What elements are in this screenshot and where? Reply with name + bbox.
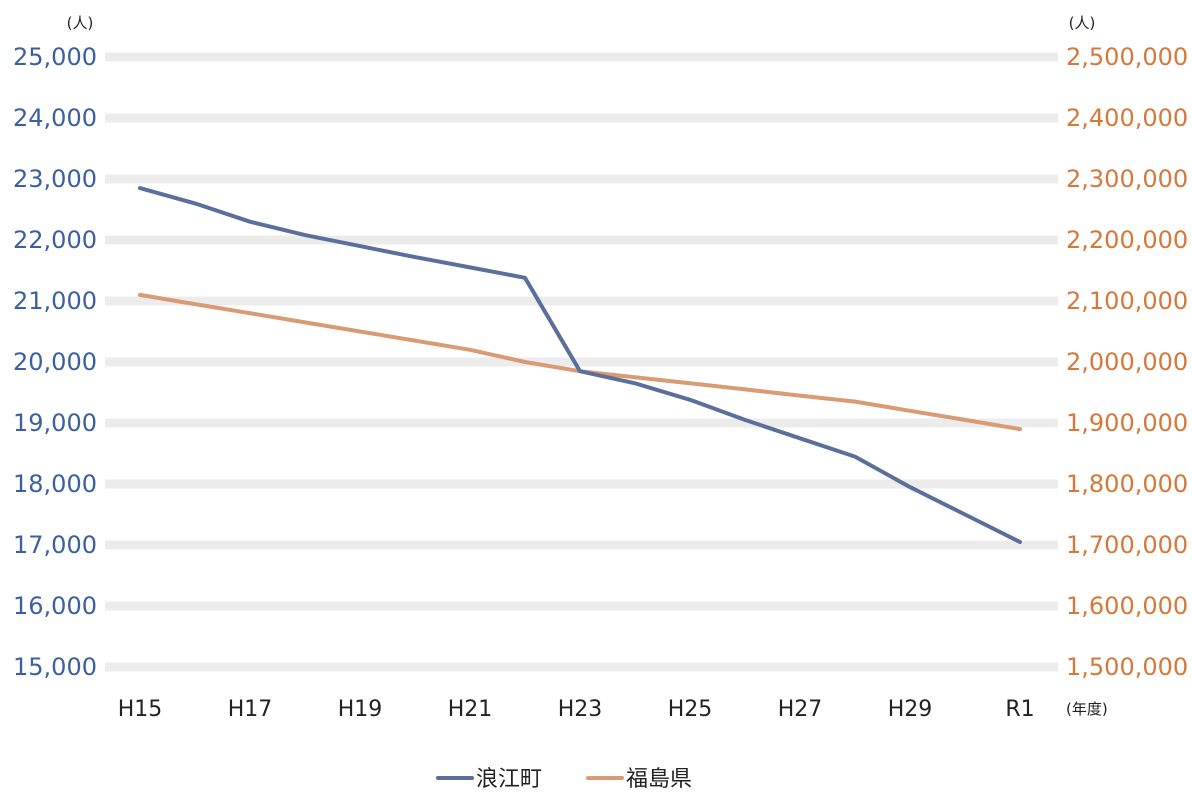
left-tick-label: 19,000: [13, 409, 97, 437]
left-tick-label: 16,000: [13, 592, 97, 620]
right-tick-label: 1,600,000: [1066, 592, 1188, 620]
left-tick-label: 20,000: [13, 348, 97, 376]
legend-label: 浪江町: [476, 767, 542, 792]
right-axis: 1,500,000 1,600,000 1,700,000 1,800,000 1,90…: [1066, 43, 1188, 681]
right-tick-label: 2,400,000: [1066, 104, 1188, 132]
right-tick-label: 2,200,000: [1066, 226, 1188, 254]
right-tick-label: 2,300,000: [1066, 165, 1188, 193]
series-line-namie: [138, 186, 1022, 544]
left-tick-label: 17,000: [13, 531, 97, 559]
x-axis: H15 H17 H19 H21 H23 H25 H27 H29 R1: [118, 697, 1035, 722]
left-tick-label: 15,000: [13, 653, 97, 681]
left-tick-label: 18,000: [13, 470, 97, 498]
x-axis-unit: (年度): [1066, 700, 1108, 718]
x-tick-label: H17: [228, 697, 273, 722]
x-tick-label: R1: [1005, 697, 1034, 722]
left-tick-label: 21,000: [13, 287, 97, 315]
x-tick-label: H29: [888, 697, 933, 722]
grid-lines: [105, 52, 1058, 672]
left-tick-label: 24,000: [13, 104, 97, 132]
right-tick-label: 1,800,000: [1066, 470, 1188, 498]
right-tick-label: 2,100,000: [1066, 287, 1188, 315]
left-axis-unit: (人): [67, 14, 94, 32]
left-axis: 15,000 16,000 17,000 18,000 19,000 20,000 21,0…: [13, 43, 97, 681]
right-tick-label: 1,700,000: [1066, 531, 1188, 559]
left-tick-label: 22,000: [13, 226, 97, 254]
right-tick-label: 2,500,000: [1066, 43, 1188, 71]
x-tick-label: H15: [118, 697, 163, 722]
series-lines: [138, 186, 1022, 544]
right-tick-label: 1,900,000: [1066, 409, 1188, 437]
legend-label: 福島県: [626, 767, 692, 792]
x-tick-label: H25: [668, 697, 713, 722]
right-tick-label: 1,500,000: [1066, 653, 1188, 681]
x-tick-label: H23: [558, 697, 603, 722]
right-axis-unit: (人): [1069, 14, 1096, 32]
legend: 浪江町 福島県: [436, 767, 692, 792]
left-tick-label: 23,000: [13, 165, 97, 193]
left-tick-label: 25,000: [13, 43, 97, 71]
x-tick-label: H21: [448, 697, 493, 722]
x-tick-label: H19: [338, 697, 383, 722]
right-tick-label: 2,000,000: [1066, 348, 1188, 376]
x-tick-label: H27: [778, 697, 823, 722]
